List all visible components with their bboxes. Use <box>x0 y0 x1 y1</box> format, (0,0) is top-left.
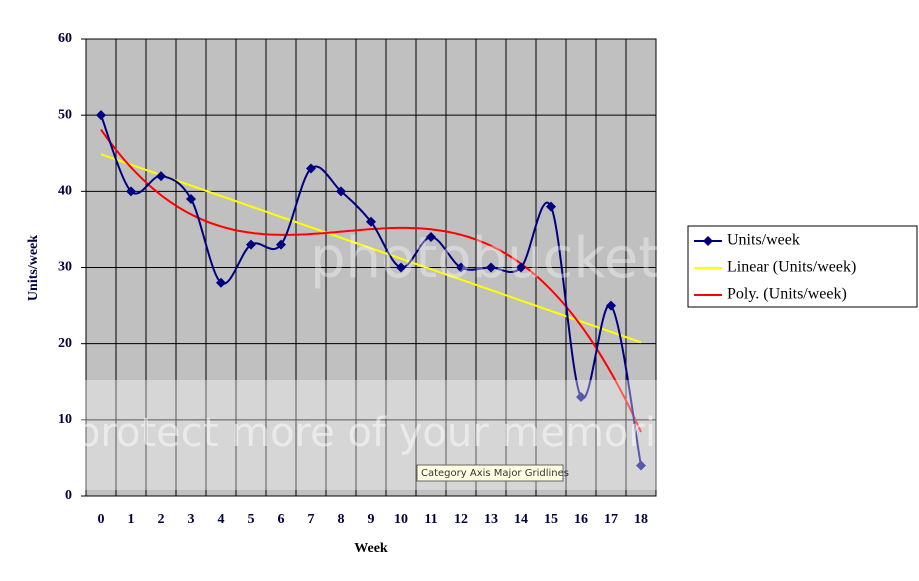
marker <box>156 171 166 182</box>
marker <box>516 262 526 273</box>
watermark-slogan: protect more of your memories <box>75 410 701 456</box>
marks <box>96 110 646 471</box>
legend: Units/week Linear (Units/week) Poly. (Unit… <box>694 232 856 303</box>
marker <box>486 262 496 273</box>
x-tick-label: 7 <box>308 512 315 527</box>
watermark-brand: photobucket <box>310 226 660 291</box>
legend-label: Units/week <box>727 232 800 249</box>
x-tick-label: 6 <box>278 512 285 527</box>
marker <box>126 186 136 197</box>
legend-box <box>687 225 918 308</box>
trendline <box>100 129 642 433</box>
y-tick-label: 0 <box>65 488 72 503</box>
x-tick-label: 0 <box>98 512 105 527</box>
x-tick-label: 15 <box>544 512 558 527</box>
legend-marker <box>703 236 713 246</box>
x-axis-title: Week <box>354 541 388 556</box>
y-tick-label: 10 <box>58 412 72 427</box>
marker <box>306 163 316 174</box>
x-tick-label: 4 <box>218 512 225 527</box>
x-tick-label: 12 <box>454 512 468 527</box>
x-tick-label: 10 <box>394 512 408 527</box>
marker <box>636 460 646 471</box>
trendline <box>100 153 642 344</box>
marker <box>186 193 196 204</box>
legend-label: Poly. (Units/week) <box>727 286 847 303</box>
y-tick-label: 50 <box>58 107 72 122</box>
x-tick-label: 18 <box>634 512 648 527</box>
marker <box>546 201 556 212</box>
x-tick-label: 1 <box>128 512 135 527</box>
legend-label: Linear (Units/week) <box>727 259 856 276</box>
x-tick-label: 16 <box>574 512 588 527</box>
marker <box>246 239 256 250</box>
y-tick-label: 30 <box>58 260 72 275</box>
marker <box>336 186 346 197</box>
x-tick-label: 13 <box>484 512 498 527</box>
x-tick-label: 17 <box>604 512 618 527</box>
marker <box>276 239 286 250</box>
x-tick-label: 8 <box>338 512 345 527</box>
marker <box>456 262 466 273</box>
y-axis-title: Units/week <box>26 235 41 301</box>
marker <box>576 391 586 402</box>
plot-border <box>85 38 657 497</box>
tooltip: Category Axis Major Gridlines <box>421 468 569 479</box>
grid <box>81 38 657 497</box>
y-tick-label: 20 <box>58 336 72 351</box>
series-line <box>100 114 642 466</box>
marker <box>216 277 226 288</box>
tooltip-box <box>416 464 564 482</box>
x-tick-label: 2 <box>158 512 165 527</box>
x-tick-label: 11 <box>424 512 437 527</box>
marker <box>426 232 436 243</box>
x-tick-label: 5 <box>248 512 255 527</box>
y-tick-label: 40 <box>58 184 72 199</box>
x-tick-label: 14 <box>514 512 528 527</box>
y-tick-label: 60 <box>58 31 72 46</box>
marker <box>366 216 376 227</box>
marker <box>396 262 406 273</box>
x-tick-label: 3 <box>188 512 195 527</box>
marker <box>96 110 106 121</box>
marker <box>606 300 616 311</box>
x-tick-label: 9 <box>368 512 375 527</box>
